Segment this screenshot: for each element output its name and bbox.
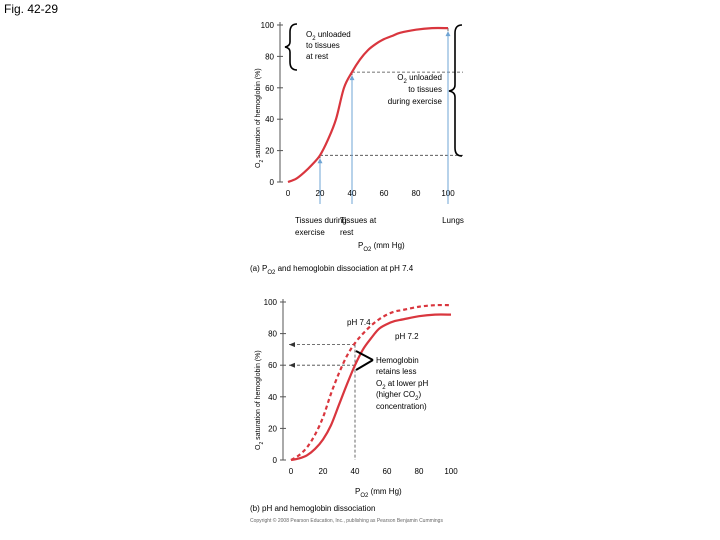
chart-a-series xyxy=(287,26,449,184)
marker-arrowhead xyxy=(349,75,355,81)
x-tick-label: 80 xyxy=(412,189,421,198)
y-tick-label: 80 xyxy=(268,330,277,339)
x-tick-label: 20 xyxy=(319,467,328,476)
marker-label: Lungs xyxy=(442,216,464,225)
x-tick-label: 60 xyxy=(380,189,389,198)
annotation-b-line4: (higher CO2) xyxy=(376,390,421,402)
guide-arrowhead xyxy=(289,362,295,368)
marker-label: Tissues at xyxy=(340,216,377,225)
y-tick-label: 40 xyxy=(265,115,274,124)
x-tick-label: 0 xyxy=(286,189,291,198)
series-label-ph72: pH 7.2 xyxy=(395,332,419,341)
y-tick-label: 40 xyxy=(268,393,277,402)
y-tick-label: 20 xyxy=(265,147,274,156)
annotation-exercise-line2: to tissues xyxy=(408,85,442,94)
annotation-arrow xyxy=(355,350,374,371)
chart-b: 0 20 40 60 80 100 0 20 40 60 80 100 pH 7.4 pH 7.2 H… xyxy=(250,298,458,513)
x-tick-label: 0 xyxy=(289,467,294,476)
marker-label: exercise xyxy=(295,228,325,237)
figure-label: Fig. 42-29 xyxy=(4,2,59,16)
marker-arrowhead xyxy=(317,158,323,164)
annotation-b-line5: concentration) xyxy=(376,402,427,411)
annotation-b-line1: Hemoglobin xyxy=(376,356,419,365)
chart-b-caption: (b) pH and hemoglobin dissociation xyxy=(250,504,375,513)
y-tick-label: 60 xyxy=(265,84,274,93)
guide-arrowhead xyxy=(289,342,295,348)
y-tick-label: 100 xyxy=(261,21,275,30)
chart-a-caption: (a) PO2 and hemoglobin dissociation at p… xyxy=(250,264,414,276)
marker-arrowhead xyxy=(445,31,451,37)
chart-b-ylabel: O2 saturation of hemoglobin (%) xyxy=(255,350,265,450)
y-tick-label: 0 xyxy=(273,456,278,465)
annotation-b-line2: retains less xyxy=(376,367,416,376)
series-label-ph74: pH 7.4 xyxy=(347,318,371,327)
marker-label: rest xyxy=(340,228,354,237)
chart-b-guides xyxy=(289,342,356,460)
marker-label: Tissues during xyxy=(295,216,347,225)
y-tick-label: 80 xyxy=(265,52,274,61)
chart-a-markers: Tissues during exercise Tissues at rest Lung… xyxy=(295,31,464,237)
chart-b-ticks: 0 20 40 60 80 100 0 20 40 60 80 100 xyxy=(264,298,459,476)
chart-b-series xyxy=(290,303,452,462)
annotation-rest-line1: O2 unloaded xyxy=(306,30,351,42)
x-tick-label: 40 xyxy=(351,467,360,476)
series-line xyxy=(287,26,449,184)
copyright: Copyright © 2008 Pearson Education, Inc.… xyxy=(250,517,443,524)
annotation-rest-line2: to tissues xyxy=(306,41,340,50)
y-tick-label: 20 xyxy=(268,424,277,433)
x-tick-label: 100 xyxy=(444,467,458,476)
x-tick-label: 80 xyxy=(415,467,424,476)
chart-a-xlabel: PO2 (mm Hg) xyxy=(358,241,405,253)
annotation-exercise-line3: during exercise xyxy=(388,97,443,106)
bracket-exercise xyxy=(448,24,463,157)
chart-b-xlabel: PO2 (mm Hg) xyxy=(355,487,402,499)
y-tick-label: 100 xyxy=(264,298,278,307)
annotation-exercise-line1: O2 unloaded xyxy=(397,73,442,85)
annotation-b-line3: O2 at lower pH xyxy=(376,379,428,391)
x-tick-label: 60 xyxy=(383,467,392,476)
series-line xyxy=(290,313,452,462)
chart-a-ylabel: O2 saturation of hemoglobin (%) xyxy=(255,68,265,168)
y-tick-label: 0 xyxy=(270,178,275,187)
annotation-rest-line3: at rest xyxy=(306,52,329,61)
y-tick-label: 60 xyxy=(268,361,277,370)
series-line xyxy=(290,303,452,461)
bracket-rest xyxy=(284,23,298,71)
